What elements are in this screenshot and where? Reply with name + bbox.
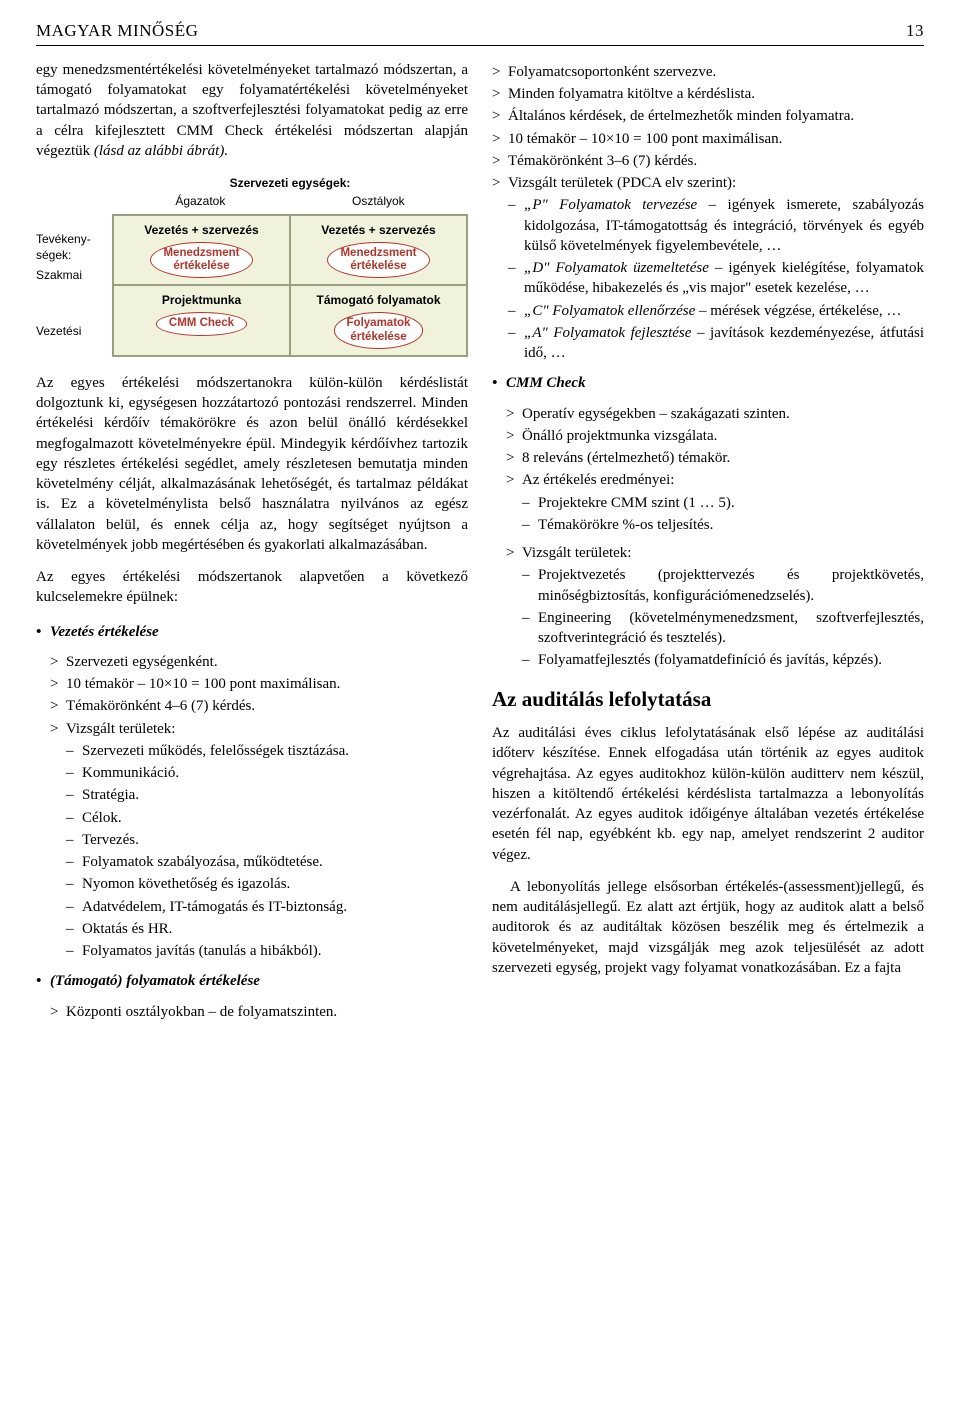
sec1-sub: Szervezeti működés, felelősségek tisztáz… [66, 741, 468, 761]
header-title: MAGYAR MINŐSÉG [36, 20, 198, 43]
diagram-side-szakmai: Szakmai [36, 267, 91, 283]
header-page-number: 13 [906, 20, 924, 43]
diagram-col2-label: Osztályok [352, 193, 405, 209]
cont-item: Vizsgált területek (PDCA elv szerint): [492, 173, 924, 193]
methodology-diagram: Szervezeti egységek: Ágazatok Osztályok … [36, 175, 468, 357]
cont-sub-ital: „A" Folyamatok fejlesztése [524, 325, 691, 341]
cont-item: Általános kérdések, de értelmezhetők min… [492, 106, 924, 126]
sec3-sub: Engineering (követelménymenedzsment, szo… [522, 608, 924, 649]
cmm-check-section: CMM Check [492, 373, 924, 393]
sec2-items: Központi osztályokban – de folyamatszint… [50, 1002, 468, 1022]
right-paragraph-4: Az auditálási éves ciklus lefolytatásána… [492, 723, 924, 865]
cont-item: Minden folyamatra kitöltve a kérdéslista… [492, 84, 924, 104]
cont-item: Témakörönként 3–6 (7) kérdés. [492, 151, 924, 171]
sec1-sub: Folyamatos javítás (tanulás a hibákból). [66, 941, 468, 961]
diagram-r1c1-oval: Menedzsment értékelése [150, 242, 252, 278]
sec1-items: Szervezeti egységenként. 10 témakör – 10… [50, 652, 468, 739]
diagram-r2c1-title: Projektmunka [162, 292, 241, 308]
diagram-side-labels: Tevékeny- ségek: Szakmai Vezetési [36, 214, 112, 357]
cont-sub: „C" Folyamatok ellenőrzése – mérések vég… [508, 301, 924, 321]
sec1-item: 10 témakör – 10×10 = 100 pont maximálisa… [50, 674, 468, 694]
vezetes-ertekelese-section: Vezetés értékelése [36, 622, 468, 642]
cont-item: 10 témakör – 10×10 = 100 pont maximálisa… [492, 129, 924, 149]
cont-item: Folyamatcsoportonként szervezve. [492, 62, 924, 82]
sec3-sub: Projektekre CMM szint (1 … 5). [522, 493, 924, 513]
diagram-r2c2-title: Támogató folyamatok [316, 292, 440, 308]
page-header: MAGYAR MINŐSÉG 13 [36, 20, 924, 46]
cont-sub-rest: – mérések végzése, értékelése, … [695, 303, 901, 319]
diagram-side-group: Tevékeny- ségek: [36, 231, 91, 263]
sec3-sub1: Projektekre CMM szint (1 … 5). Témakörök… [522, 493, 924, 536]
cont-sub-ital: „D" Folyamatok üzemeltetése [524, 260, 709, 276]
sec3-item: 8 releváns (értelmezhető) témakör. [506, 448, 924, 468]
cont-sub-ital: „C" Folyamatok ellenőrzése [524, 303, 695, 319]
audit-heading: Az auditálás lefolytatása [492, 685, 924, 713]
right-column: Folyamatcsoportonként szervezve. Minden … [492, 60, 924, 1024]
diagram-r2c2-oval: Folyamatok értékelése [334, 312, 424, 348]
cont-items: Folyamatcsoportonként szervezve. Minden … [492, 62, 924, 194]
sec1-sub-items: Szervezeti működés, felelősségek tisztáz… [66, 741, 468, 962]
sec3-items: Operatív egységekben – szakágazati szint… [506, 404, 924, 491]
left-paragraph-1: egy menedzsmentértékelési követelményeke… [36, 60, 468, 161]
sec1-item: Vizsgált területek: [50, 719, 468, 739]
sec3-item: Vizsgált területek: [506, 543, 924, 563]
left-paragraph-2: Az egyes értékelési módszertanokra külön… [36, 373, 468, 555]
diagram-grid: Vezetés + szervezés Menedzsment értékelé… [112, 214, 468, 357]
diagram-cell-r2c2: Támogató folyamatok Folyamatok értékelés… [290, 285, 467, 356]
left-p1-ital: (lásd az alábbi ábrát). [94, 143, 228, 159]
sec1-sub: Adatvédelem, IT-támogatás és IT-biztonsá… [66, 897, 468, 917]
right-paragraph-5: A lebonyolítás jellege elsősorban értéke… [492, 877, 924, 978]
diagram-r1c2-oval: Menedzsment értékelése [327, 242, 429, 278]
tamogato-folyamatok-section: (Támogató) folyamatok értékelése [36, 971, 468, 991]
two-column-layout: egy menedzsmentértékelési követelményeke… [36, 60, 924, 1024]
diagram-r2c1-oval: CMM Check [156, 312, 247, 335]
left-paragraph-3: Az egyes értékelési módszertanok alapvet… [36, 567, 468, 608]
sec1-sub: Nyomon követhetőség és igazolás. [66, 874, 468, 894]
diagram-head: Szervezeti egységek: [112, 175, 468, 191]
diagram-cell-r2c1: Projektmunka CMM Check [113, 285, 290, 356]
cont-sub: „P" Folyamatok tervezése – igények ismer… [508, 195, 924, 256]
sec1-sub: Stratégia. [66, 785, 468, 805]
diagram-r1c1-title: Vezetés + szervezés [144, 222, 258, 238]
sec3-sub: Témakörökre %-os teljesítés. [522, 515, 924, 535]
sec2-item: Központi osztályokban – de folyamatszint… [50, 1002, 468, 1022]
diagram-col1-label: Ágazatok [175, 193, 225, 209]
sec3-sub2: Projektvezetés (projekttervezés és proje… [522, 565, 924, 670]
sec2-title: (Támogató) folyamatok értékelése [36, 971, 468, 991]
sec3-item: Operatív egységekben – szakágazati szint… [506, 404, 924, 424]
sec1-sub: Folyamatok szabályozása, működtetése. [66, 852, 468, 872]
cont-sub: „A" Folyamatok fejlesztése – javítások k… [508, 323, 924, 364]
sec1-sub: Oktatás és HR. [66, 919, 468, 939]
sec3-sub: Folyamatfejlesztés (folyamatdefiníció és… [522, 650, 924, 670]
diagram-r1c2-title: Vezetés + szervezés [321, 222, 435, 238]
sec3-sub: Projektvezetés (projekttervezés és proje… [522, 565, 924, 606]
left-column: egy menedzsmentértékelési követelményeke… [36, 60, 468, 1024]
diagram-side-vezetesi: Vezetési [36, 323, 91, 339]
sec1-item: Szervezeti egységenként. [50, 652, 468, 672]
cont-sub-items: „P" Folyamatok tervezése – igények ismer… [508, 195, 924, 363]
cont-sub-ital: „P" Folyamatok tervezése [524, 197, 697, 213]
cont-sub: „D" Folyamatok üzemeltetése – igények ki… [508, 258, 924, 299]
sec1-sub: Tervezés. [66, 830, 468, 850]
sec1-item: Témakörönként 4–6 (7) kérdés. [50, 696, 468, 716]
sec1-sub: Célok. [66, 808, 468, 828]
sec3-title: CMM Check [492, 373, 924, 393]
sec3-item: Önálló projektmunka vizsgálata. [506, 426, 924, 446]
sec3-items2: Vizsgált területek: [506, 543, 924, 563]
sec1-sub: Kommunikáció. [66, 763, 468, 783]
diagram-cell-r1c2: Vezetés + szervezés Menedzsment értékelé… [290, 215, 467, 286]
sec1-title: Vezetés értékelése [36, 622, 468, 642]
diagram-cell-r1c1: Vezetés + szervezés Menedzsment értékelé… [113, 215, 290, 286]
sec3-item: Az értékelés eredményei: [506, 470, 924, 490]
